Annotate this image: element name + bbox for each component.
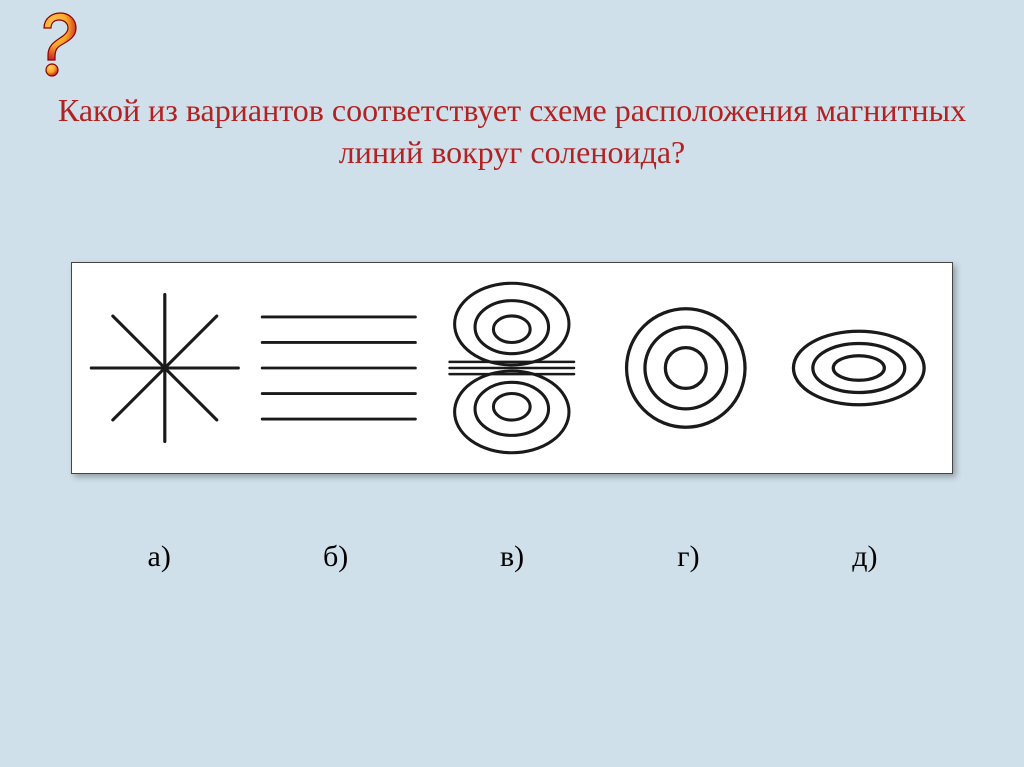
option-v-svg	[425, 263, 599, 473]
option-b-panel	[252, 263, 426, 473]
option-a-svg	[78, 263, 252, 473]
question-mark-icon	[30, 10, 80, 80]
option-v-panel	[425, 263, 599, 473]
option-g-svg	[599, 263, 773, 473]
label-v: в)	[424, 540, 600, 574]
question-heading: Какой из вариантов соответствует схеме р…	[0, 90, 1024, 173]
option-b-svg	[252, 263, 426, 473]
option-labels-row: а) б) в) г) д)	[71, 540, 953, 574]
option-d-svg	[772, 263, 946, 473]
label-d: д)	[777, 540, 953, 574]
label-g: г)	[600, 540, 776, 574]
option-g-panel	[599, 263, 773, 473]
label-a: а)	[71, 540, 247, 574]
option-d-panel	[772, 263, 946, 473]
option-a-panel	[78, 263, 252, 473]
options-figure	[71, 262, 953, 474]
label-b: б)	[247, 540, 423, 574]
